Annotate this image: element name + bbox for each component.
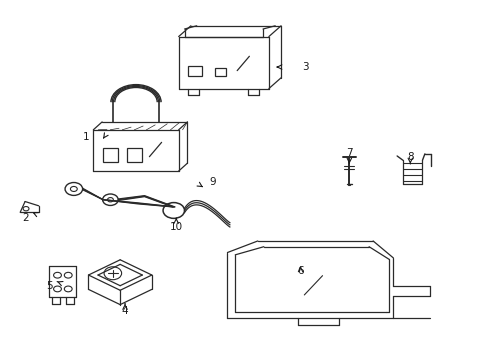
Text: 8: 8 — [406, 152, 413, 162]
Text: 9: 9 — [209, 177, 216, 187]
Text: 4: 4 — [122, 306, 128, 316]
Text: 10: 10 — [169, 222, 183, 231]
Text: 2: 2 — [22, 213, 29, 222]
Text: 6: 6 — [297, 266, 303, 276]
Text: 1: 1 — [82, 132, 89, 142]
Bar — [188, 66, 202, 76]
Text: 5: 5 — [46, 281, 53, 291]
Text: 7: 7 — [346, 148, 352, 158]
Bar — [127, 148, 142, 162]
Text: 3: 3 — [302, 62, 308, 72]
Bar — [215, 68, 225, 76]
Bar — [103, 148, 118, 162]
